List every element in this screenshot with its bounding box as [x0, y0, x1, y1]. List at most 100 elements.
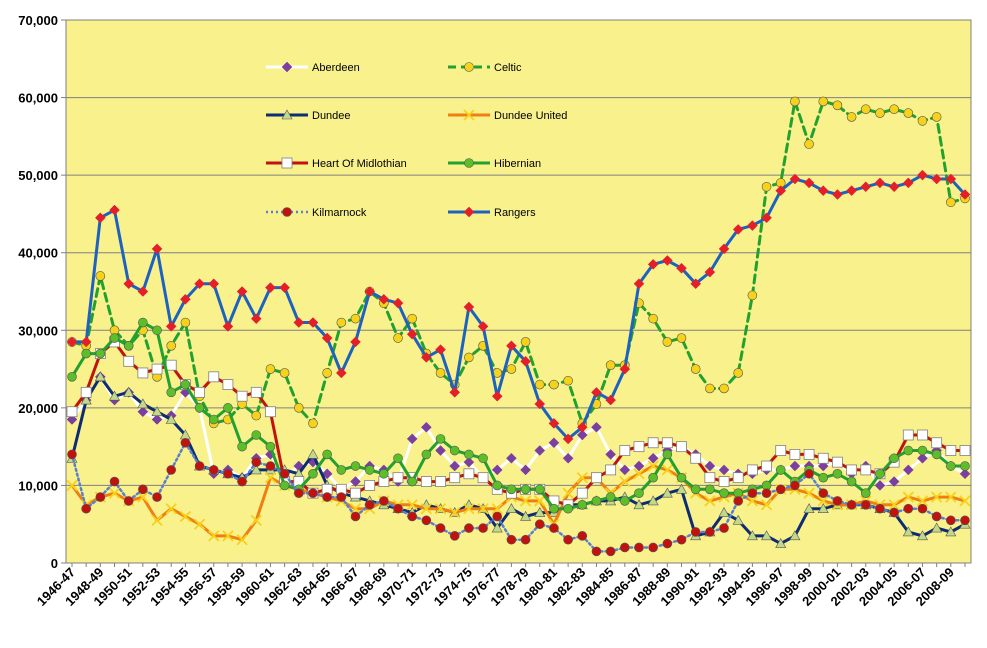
data-point-rangers: [817, 185, 829, 197]
data-point-dundee-united: [165, 503, 177, 515]
data-point-rangers: [704, 266, 716, 278]
series-hibernian: [67, 317, 970, 514]
data-point-heart-of-midlothian: [137, 367, 149, 379]
data-point-kilmarnock: [379, 496, 389, 506]
data-point-rangers: [506, 340, 517, 352]
data-point-rangers: [874, 177, 886, 189]
data-point-kilmarnock: [733, 496, 744, 506]
data-point-heart-of-midlothian: [789, 448, 801, 460]
data-point-dundee: [902, 526, 914, 537]
data-point-celtic: [676, 333, 687, 343]
data-point-rangers: [959, 189, 971, 200]
data-point-kilmarnock: [804, 468, 814, 479]
data-point-hibernian: [166, 387, 177, 398]
data-point-heart-of-midlothian: [449, 472, 461, 484]
data-point-dundee-united: [817, 495, 829, 507]
data-point-dundee-united: [477, 503, 489, 515]
data-point-kilmarnock: [889, 507, 899, 518]
legend-item-celtic: Celtic: [448, 62, 522, 74]
data-point-kilmarnock: [208, 465, 219, 475]
data-point-aberdeen: [421, 421, 432, 433]
data-point-rangers: [321, 332, 333, 344]
data-point-celtic: [747, 290, 758, 301]
data-point-rangers: [562, 433, 574, 445]
data-point-aberdeen: [449, 460, 461, 472]
data-point-hibernian: [478, 453, 488, 464]
data-point-dundee: [151, 406, 163, 417]
gridlines: [66, 97, 971, 486]
data-point-hibernian: [208, 414, 219, 425]
data-point-celtic: [662, 337, 673, 347]
data-point-hibernian: [577, 500, 588, 510]
data-point-celtic: [293, 403, 304, 413]
data-point-dundee: [647, 495, 659, 506]
legend-label-rangers: Rangers: [494, 207, 536, 219]
data-point-kilmarnock: [818, 488, 829, 498]
data-point-kilmarnock: [917, 503, 928, 514]
data-point-dundee-united: [562, 487, 574, 499]
data-point-celtic: [648, 313, 658, 324]
data-point-celtic: [166, 340, 177, 351]
data-point-hibernian: [917, 445, 928, 456]
legend-label-dundee: Dundee: [312, 110, 351, 122]
data-point-heart-of-midlothian: [676, 441, 687, 453]
data-point-celtic: [832, 100, 843, 111]
data-point-hibernian: [676, 472, 687, 483]
data-point-kilmarnock: [761, 488, 772, 498]
data-point-dundee-united: [534, 495, 546, 507]
data-point-aberdeen: [506, 452, 517, 464]
data-point-dundee: [505, 503, 517, 514]
data-point-kilmarnock: [846, 500, 857, 510]
data-point-dundee-united: [491, 503, 503, 515]
data-point-kilmarnock: [520, 534, 531, 545]
data-point-dundee-united: [576, 472, 588, 484]
data-point-heart-of-midlothian: [250, 386, 262, 398]
data-point-kilmarnock: [265, 461, 276, 471]
data-point-hibernian: [421, 449, 432, 460]
data-point-rangers: [137, 286, 149, 297]
data-point-hibernian: [520, 484, 531, 495]
data-point-dundee-united: [264, 472, 277, 484]
data-point-rangers: [406, 328, 418, 340]
data-point-heart-of-midlothian: [420, 476, 432, 487]
data-point-rangers: [151, 243, 163, 255]
data-point-dundee: [718, 506, 730, 517]
data-point-hibernian: [860, 488, 871, 498]
data-point-hibernian: [67, 372, 77, 382]
data-point-dundee: [633, 499, 645, 510]
data-point-dundee: [137, 398, 149, 409]
data-point-dundee-united: [661, 464, 673, 476]
data-point-dundee: [916, 530, 928, 541]
data-point-heart-of-midlothian: [661, 437, 673, 449]
data-point-kilmarnock: [393, 503, 403, 514]
data-point-kilmarnock: [790, 480, 800, 491]
data-point-heart-of-midlothian: [633, 441, 645, 453]
data-point-hibernian: [322, 449, 332, 460]
data-point-dundee-united: [193, 518, 206, 530]
data-point-rangers: [931, 173, 943, 185]
data-point-dundee-united: [916, 495, 929, 507]
data-point-dundee-united: [931, 491, 943, 503]
data-point-dundee-united: [803, 487, 815, 499]
data-point-celtic: [690, 364, 701, 374]
legend-marker-dundee: [281, 109, 293, 120]
data-point-kilmarnock: [223, 468, 233, 479]
data-point-celtic: [761, 181, 772, 192]
data-point-heart-of-midlothian: [775, 445, 787, 456]
data-point-rangers: [80, 336, 92, 348]
y-tick-label: 70,000: [18, 13, 58, 28]
y-tick-label: 60,000: [18, 91, 58, 106]
data-point-celtic: [308, 418, 318, 429]
data-point-heart-of-midlothian: [463, 468, 475, 480]
data-point-hibernian: [393, 453, 403, 464]
data-point-heart-of-midlothian: [591, 472, 602, 484]
data-point-aberdeen: [406, 433, 418, 445]
data-point-hibernian: [407, 476, 417, 487]
data-point-hibernian: [620, 496, 630, 506]
data-point-rangers: [633, 278, 645, 290]
data-point-dundee-united: [108, 487, 121, 499]
data-point-heart-of-midlothian: [165, 359, 177, 371]
data-point-hibernian: [605, 492, 616, 502]
data-point-hibernian: [180, 379, 191, 390]
legend-item-heart-of-midlothian: Heart Of Midlothian: [266, 157, 407, 170]
